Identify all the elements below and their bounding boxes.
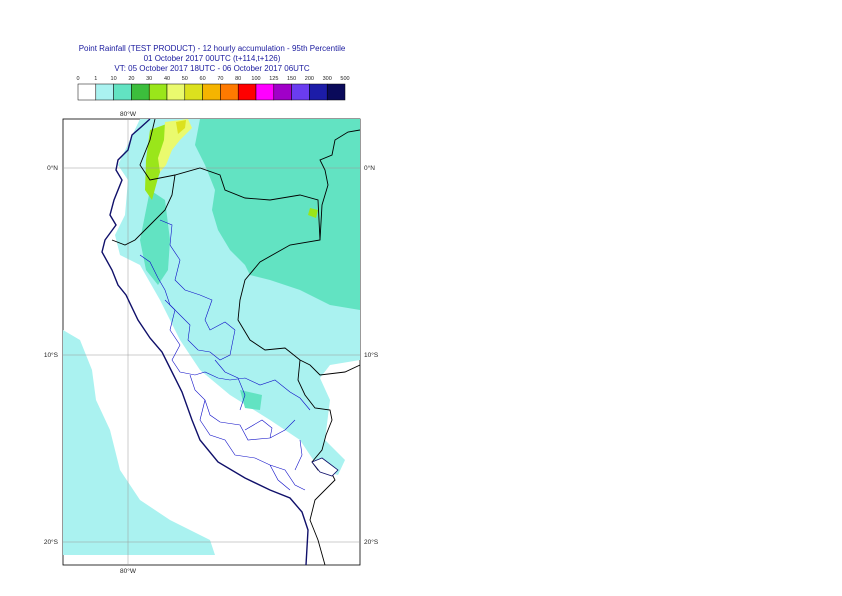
lat-label-left-20: 20°S — [44, 538, 59, 546]
lat-label-right-0: 0°N — [364, 164, 375, 172]
lat-label-right-20: 20°S — [364, 538, 379, 546]
legend-tick-label: 100 — [251, 76, 260, 82]
coastline — [101, 118, 309, 566]
legend-tick-label: 20 — [128, 76, 134, 82]
rain-core-yellow — [158, 119, 192, 172]
legend-tick-label: 30 — [146, 76, 152, 82]
lat-label-left-10: 10°S — [44, 351, 59, 359]
admin-boundaries — [139, 219, 311, 491]
lat-label-right-10: 10°S — [364, 351, 379, 359]
legend-swatch — [326, 83, 346, 101]
legend-tick-label: 60 — [200, 76, 206, 82]
legend-tick-label: 125 — [269, 76, 278, 82]
lat-label-left-0: 0°N — [47, 164, 58, 172]
legend-tick-label: 10 — [111, 76, 117, 82]
legend-tick-label: 50 — [182, 76, 188, 82]
legend-tick-label: 1 — [94, 76, 97, 82]
chart-title: Point Rainfall (TEST PRODUCT) - 12 hourl… — [78, 44, 346, 53]
legend-tick-label: 70 — [217, 76, 223, 82]
color-scale-legend: 0 1 10 20 30 40 50 60 70 80 100 125 150 200 300 500 — [76, 76, 350, 101]
graticule — [63, 119, 360, 565]
run-time-label: 01 October 2017 00UTC (t+114,t+126) — [143, 54, 281, 63]
legend-tick-label: 200 — [305, 76, 314, 82]
rain-core-olive — [176, 120, 186, 134]
rain-area-medium-south — [240, 390, 262, 410]
legend-tick-label: 0 — [76, 76, 79, 82]
legend-tick-label: 500 — [340, 76, 349, 82]
lake-titicaca — [311, 457, 339, 477]
rain-area-medium — [195, 119, 360, 310]
legend-tick-label: 40 — [164, 76, 170, 82]
legend-tick-label: 150 — [287, 76, 296, 82]
rain-spot-green — [308, 208, 318, 218]
rain-area-medium-band — [140, 190, 170, 285]
valid-time-label: VT: 05 October 2017 18UTC - 06 October 2… — [114, 64, 310, 73]
lon-label-bottom: 80°W — [120, 567, 137, 575]
legend-tick-label: 300 — [323, 76, 332, 82]
legend-tick-label: 80 — [235, 76, 241, 82]
rain-area-ocean — [63, 330, 215, 555]
lon-label-top: 80°W — [120, 110, 137, 118]
